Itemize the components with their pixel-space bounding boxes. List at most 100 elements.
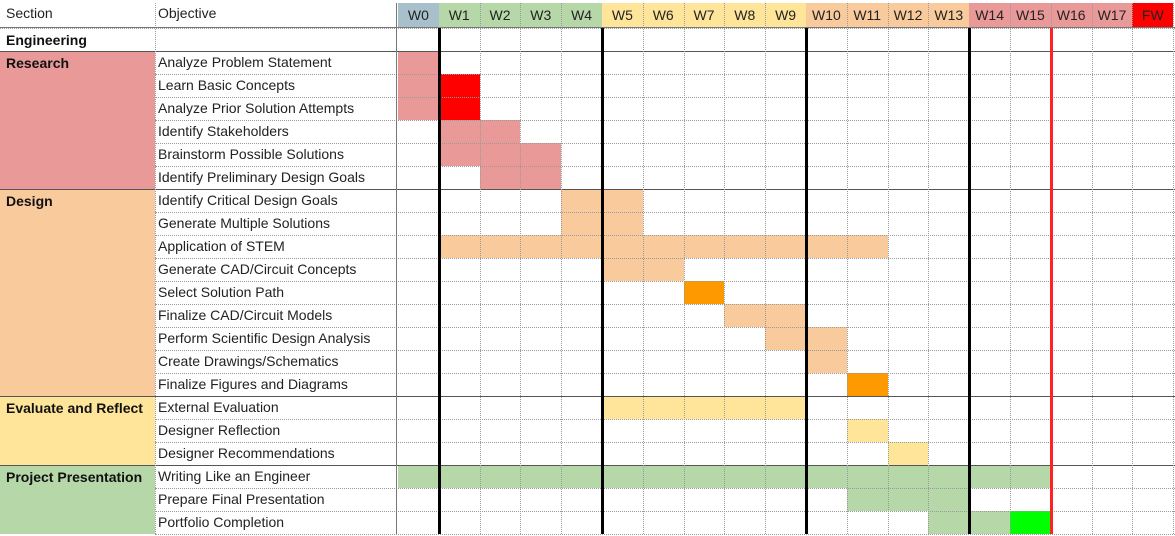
task-bar[interactable] <box>438 235 888 258</box>
milestone-line <box>1049 28 1053 534</box>
week-header-w14[interactable]: W14 <box>969 3 1010 27</box>
task-bar[interactable] <box>438 97 480 120</box>
row-gridline <box>155 120 1175 121</box>
objective-cell[interactable]: Application of STEM <box>158 238 285 254</box>
week-header-w2[interactable]: W2 <box>479 3 521 27</box>
objective-cell[interactable]: Writing Like an Engineer <box>158 468 311 484</box>
week-header-w8[interactable]: W8 <box>724 3 766 27</box>
section-label[interactable]: Evaluate and Reflect <box>6 400 143 416</box>
week-divider <box>928 3 930 534</box>
row-gridline <box>155 97 1175 98</box>
week-header-w17[interactable]: W17 <box>1091 3 1133 27</box>
week-header-w4[interactable]: W4 <box>561 3 602 27</box>
objective-cell[interactable]: Select Solution Path <box>158 284 285 300</box>
objective-cell[interactable]: Generate Multiple Solutions <box>158 215 330 231</box>
task-bar[interactable] <box>846 419 888 442</box>
objective-cell[interactable]: External Evaluation <box>158 399 279 415</box>
week-header-w11[interactable]: W11 <box>846 3 888 27</box>
objective-cell[interactable]: Prepare Final Presentation <box>158 491 325 507</box>
week-header-w9[interactable]: W9 <box>765 3 806 27</box>
week-header-w15[interactable]: W15 <box>1010 3 1051 27</box>
objective-cell[interactable]: Designer Recommendations <box>158 445 335 461</box>
section-block-project-presentation <box>0 465 155 534</box>
task-bar[interactable] <box>846 373 888 396</box>
objective-cell[interactable]: Create Drawings/Schematics <box>158 353 339 369</box>
task-bar[interactable] <box>398 51 439 74</box>
objective-cell[interactable]: Identify Critical Design Goals <box>158 192 338 208</box>
objective-cell[interactable]: Generate CAD/Circuit Concepts <box>158 261 357 277</box>
row-gridline <box>155 143 1175 144</box>
week-header-w3[interactable]: W3 <box>520 3 562 27</box>
week-divider <box>1010 3 1011 534</box>
task-bar[interactable] <box>398 74 439 97</box>
row-gridline <box>155 327 1175 328</box>
week-divider <box>887 3 889 534</box>
section-objective-divider <box>155 3 156 534</box>
objective-cell[interactable]: Perform Scientific Design Analysis <box>158 330 371 346</box>
week-divider <box>601 28 604 534</box>
week-divider <box>805 28 808 534</box>
objective-cell[interactable]: Brainstorm Possible Solutions <box>158 146 344 162</box>
header-border <box>0 27 1175 28</box>
row-gridline <box>0 465 1175 466</box>
section-label[interactable]: Project Presentation <box>6 469 143 485</box>
row-gridline <box>155 511 1175 512</box>
task-bar[interactable] <box>1010 511 1051 534</box>
section-label[interactable]: Engineering <box>6 32 87 48</box>
objective-cell[interactable]: Designer Reflection <box>158 422 281 438</box>
week-divider <box>520 3 522 534</box>
week-divider <box>479 3 481 534</box>
section-block-evaluate-and-reflect <box>0 396 155 465</box>
week-header-w7[interactable]: W7 <box>683 3 725 27</box>
week-divider <box>1132 3 1134 534</box>
week-divider <box>1091 3 1093 534</box>
row-gridline <box>155 534 1175 535</box>
row-gridline <box>0 28 1175 29</box>
task-bar[interactable] <box>683 281 725 304</box>
row-gridline <box>155 74 1175 75</box>
task-bar[interactable] <box>398 97 439 120</box>
week-header-w1[interactable]: W1 <box>438 3 480 27</box>
row-gridline <box>0 396 1175 397</box>
objective-cell[interactable]: Learn Basic Concepts <box>158 77 295 93</box>
column-header-objective[interactable]: Objective <box>158 5 217 21</box>
objective-cell[interactable]: Portfolio Completion <box>158 514 285 530</box>
task-bar[interactable] <box>602 396 806 419</box>
week-divider <box>437 28 441 534</box>
row-gridline <box>155 166 1175 167</box>
week-header-w0[interactable]: W0 <box>398 3 439 27</box>
week-divider <box>683 3 685 534</box>
task-bar[interactable] <box>438 143 562 166</box>
task-bar[interactable] <box>846 488 970 511</box>
week-divider <box>968 28 972 534</box>
week-header-w13[interactable]: W13 <box>928 3 970 27</box>
week-header-w12[interactable]: W12 <box>887 3 929 27</box>
objective-cell[interactable]: Finalize CAD/Circuit Models <box>158 307 333 323</box>
week-divider <box>724 3 726 534</box>
objective-cell[interactable]: Analyze Problem Statement <box>158 54 332 70</box>
row-gridline <box>155 281 1175 282</box>
objective-cell[interactable]: Identify Stakeholders <box>158 123 289 139</box>
week-divider <box>846 3 848 534</box>
column-header-section[interactable]: Section <box>6 5 53 21</box>
objective-cell[interactable]: Identify Preliminary Design Goals <box>158 169 365 185</box>
row-gridline <box>155 258 1175 259</box>
objective-cell[interactable]: Finalize Figures and Diagrams <box>158 376 348 392</box>
section-label[interactable]: Research <box>6 55 70 71</box>
task-bar[interactable] <box>887 442 929 465</box>
week-header-w5[interactable]: W5 <box>602 3 643 27</box>
week-header-w10[interactable]: W10 <box>806 3 847 27</box>
task-bar[interactable] <box>806 350 847 373</box>
section-label[interactable]: Design <box>6 193 53 209</box>
row-gridline <box>155 212 1175 213</box>
row-gridline <box>155 235 1175 236</box>
task-bar[interactable] <box>438 74 480 97</box>
week-header-w16[interactable]: W16 <box>1050 3 1092 27</box>
row-gridline <box>155 350 1175 351</box>
objective-cell[interactable]: Analyze Prior Solution Attempts <box>158 100 355 116</box>
week-header-fw[interactable]: FW <box>1132 3 1174 27</box>
row-gridline <box>155 488 1175 489</box>
section-block-design <box>0 189 155 396</box>
week-header-w6[interactable]: W6 <box>642 3 684 27</box>
